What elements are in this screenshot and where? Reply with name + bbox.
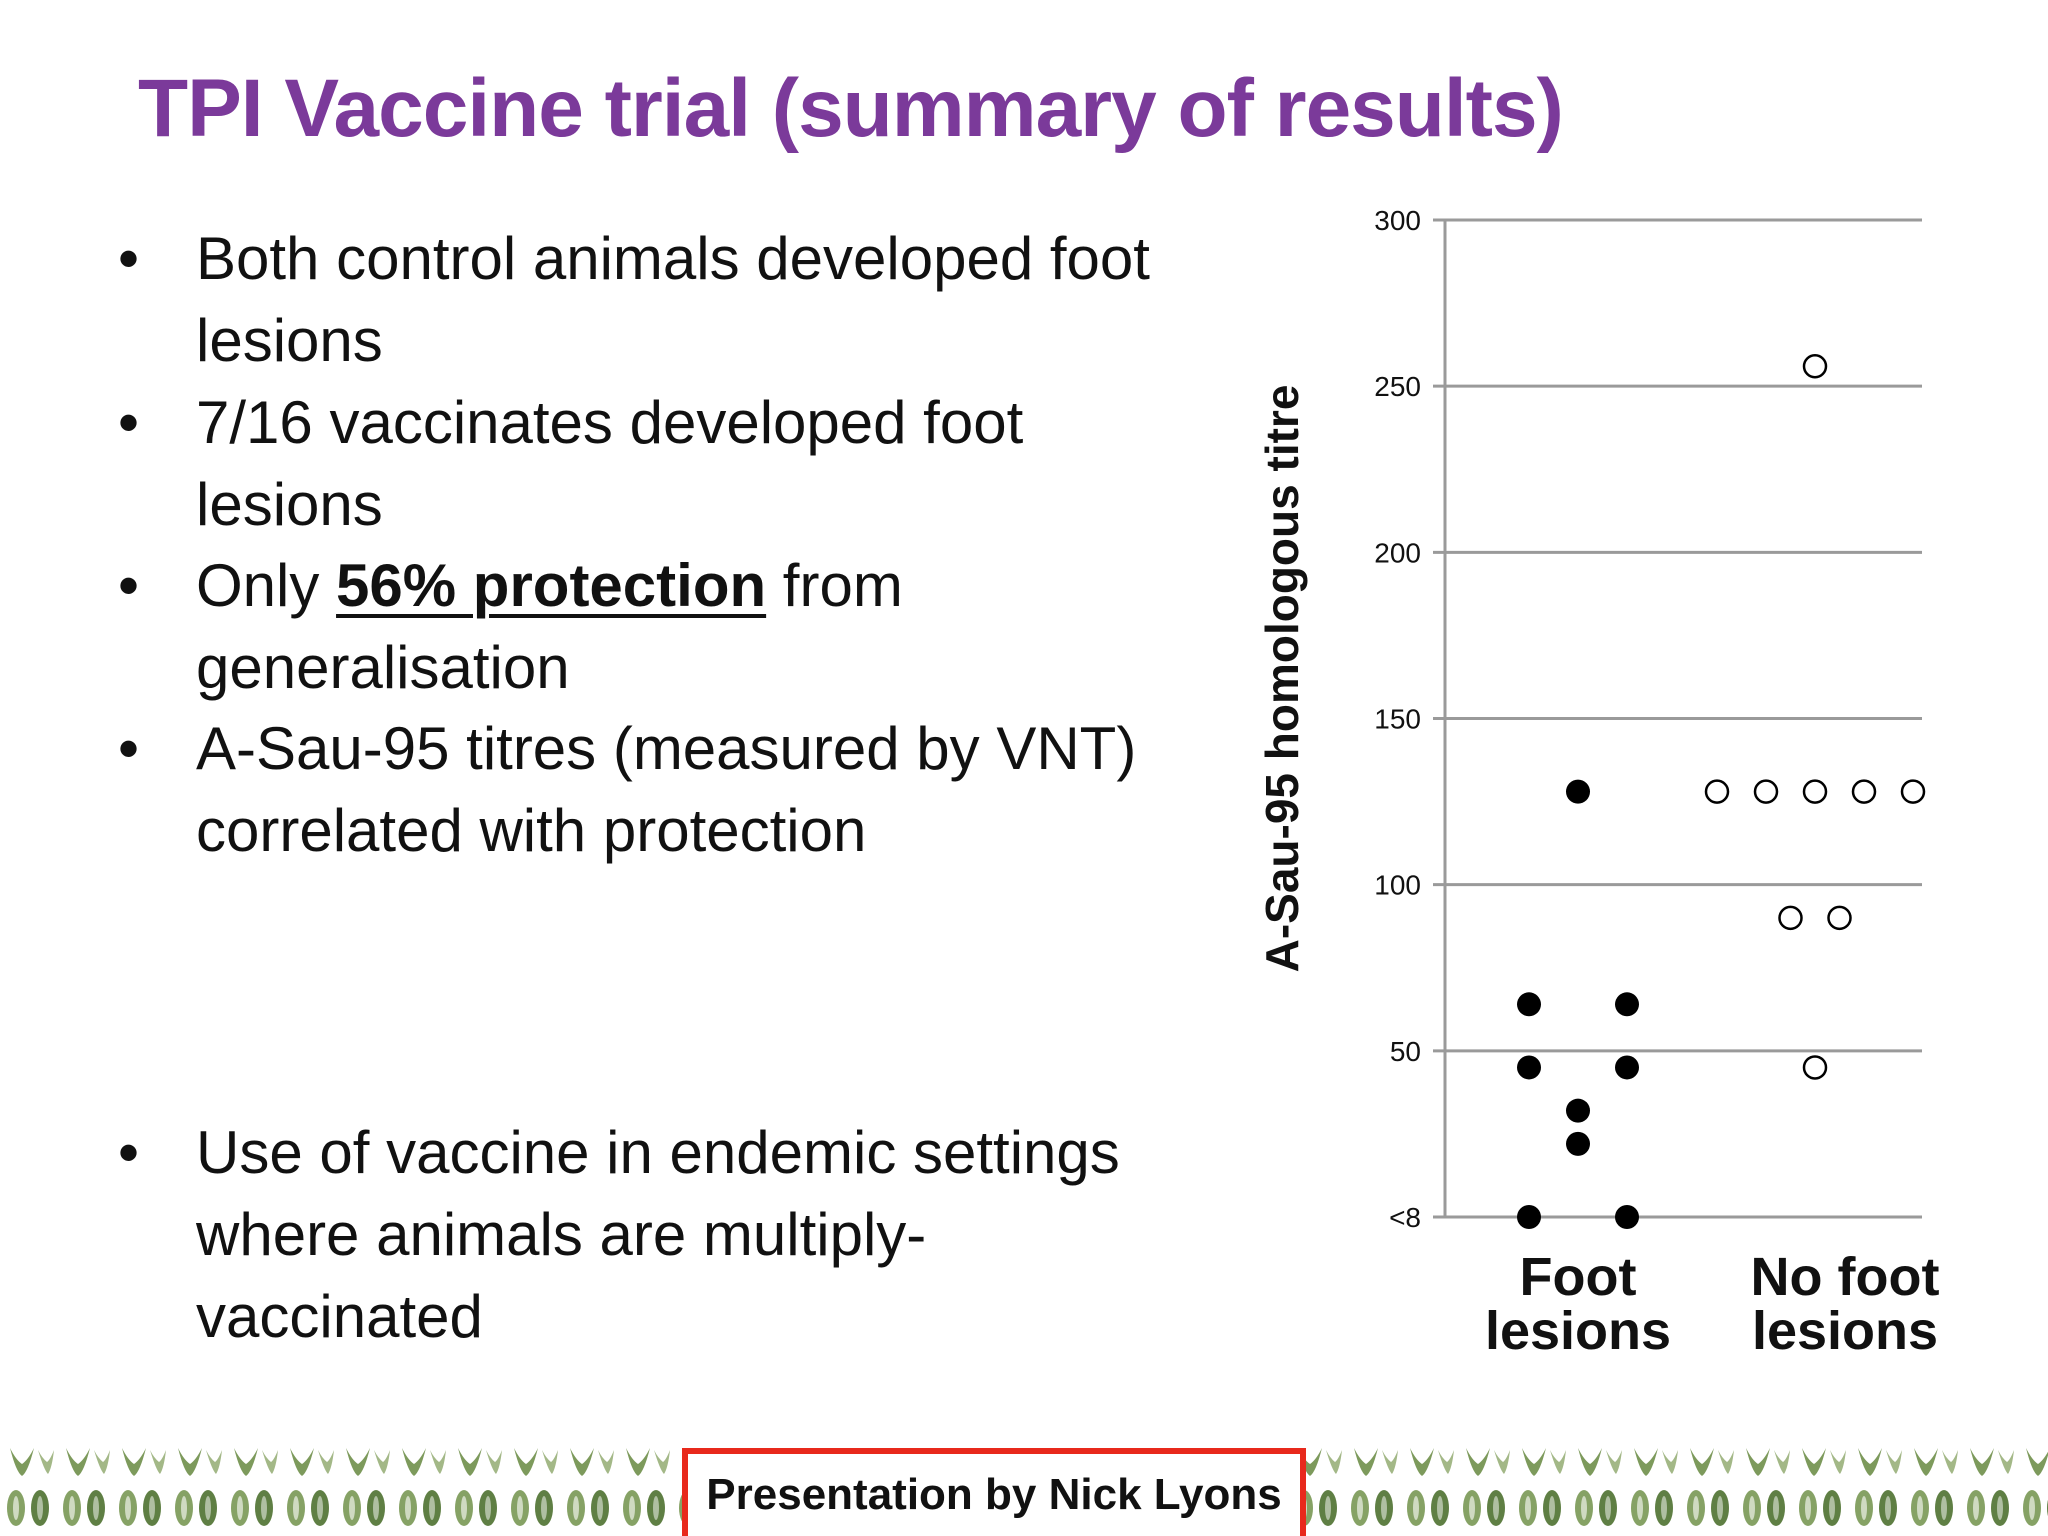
bullet-dot: • — [118, 225, 140, 292]
y-tick-label: 250 — [1374, 371, 1421, 402]
y-axis-label: A-Sau-95 homologous titre — [1256, 385, 1308, 973]
bullet-line: lesions — [196, 307, 383, 374]
bullet-text: 7/16 vaccinates developed foot lesions — [196, 382, 1316, 546]
bullet-line: generalisation — [196, 634, 570, 701]
bullet-line: Both control animals developed foot — [196, 225, 1150, 292]
bullet-text: Only 56% protection from generalisation — [196, 545, 1316, 709]
data-point-no-foot-lesions — [1802, 779, 1828, 804]
data-point-foot-lesions — [1517, 1055, 1541, 1080]
titre-scatter-chart: <8 50 100 150 200 250 300 A-Sau-95 homologous t… — [1256, 205, 1940, 1361]
data-point-no-foot-lesions — [1802, 353, 1828, 379]
data-point-no-foot-lesions — [1704, 779, 1730, 804]
bullet-text: A-Sau-95 titres (measured by VNT) correl… — [196, 708, 1316, 872]
data-point-foot-lesions — [1566, 1131, 1590, 1156]
bullet-line: vaccinated — [196, 1283, 483, 1350]
x-category-label: lesions — [1752, 1301, 1938, 1361]
bullet-line: A-Sau-95 titres (measured by VNT) — [196, 715, 1137, 782]
bullet-text: Use of vaccine in endemic settings where… — [196, 1112, 1316, 1358]
bullet-line: Only 56% protection from — [196, 545, 1316, 627]
data-point-foot-lesions — [1517, 1205, 1541, 1229]
slide-title: TPI Vaccine trial (summary of results) — [138, 63, 1564, 154]
chart-points — [1517, 353, 1926, 1229]
bullet-line: correlated with protection — [196, 797, 867, 864]
data-point-foot-lesions — [1517, 992, 1541, 1017]
bullet-dot: • — [118, 552, 140, 619]
y-tick-label: 100 — [1374, 870, 1421, 901]
bullet-line: 7/16 vaccinates developed foot — [196, 389, 1024, 456]
data-point-foot-lesions — [1615, 1055, 1639, 1080]
x-category-label: lesions — [1485, 1301, 1671, 1361]
presenter-credit: Presentation by Nick Lyons — [682, 1448, 1306, 1536]
data-point-no-foot-lesions — [1778, 905, 1803, 931]
data-point-foot-lesions — [1566, 779, 1590, 804]
bullet-dot: • — [118, 1119, 140, 1186]
data-point-no-foot-lesions — [1851, 779, 1877, 804]
bullet-text-pre: Only — [196, 552, 337, 619]
y-tick-label: 50 — [1390, 1036, 1421, 1067]
data-point-no-foot-lesions — [1827, 905, 1852, 931]
chart-grid — [1433, 218, 1922, 1219]
data-point-no-foot-lesions — [1900, 779, 1926, 804]
bullet-text-post: from — [766, 552, 903, 619]
bullet-dot: • — [118, 715, 140, 782]
protection-emphasis: 56% protection — [336, 552, 767, 619]
y-tick-label: 300 — [1374, 205, 1421, 236]
data-point-no-foot-lesions — [1802, 1055, 1828, 1080]
x-category-label: No foot — [1751, 1247, 1940, 1307]
bullet-text: Both control animals developed foot lesi… — [196, 218, 1316, 382]
bullet-line: lesions — [196, 471, 383, 538]
bullet-list: • Both control animals developed foot le… — [118, 225, 1150, 1350]
data-point-foot-lesions — [1615, 1205, 1639, 1229]
data-point-foot-lesions — [1566, 1098, 1590, 1123]
data-point-foot-lesions — [1615, 992, 1639, 1017]
bullet-line: where animals are multiply- — [196, 1201, 927, 1268]
y-tick-label: <8 — [1389, 1202, 1421, 1233]
bullet-line: Use of vaccine in endemic settings — [196, 1119, 1120, 1186]
chart-axis: <8 50 100 150 200 250 300 A-Sau-95 homologous t… — [1256, 205, 1447, 1233]
bullet-dot: • — [118, 389, 140, 456]
x-category-label: Foot — [1520, 1247, 1637, 1307]
data-point-no-foot-lesions — [1753, 779, 1779, 804]
y-tick-label: 150 — [1374, 704, 1421, 735]
y-tick-label: 200 — [1374, 537, 1421, 568]
